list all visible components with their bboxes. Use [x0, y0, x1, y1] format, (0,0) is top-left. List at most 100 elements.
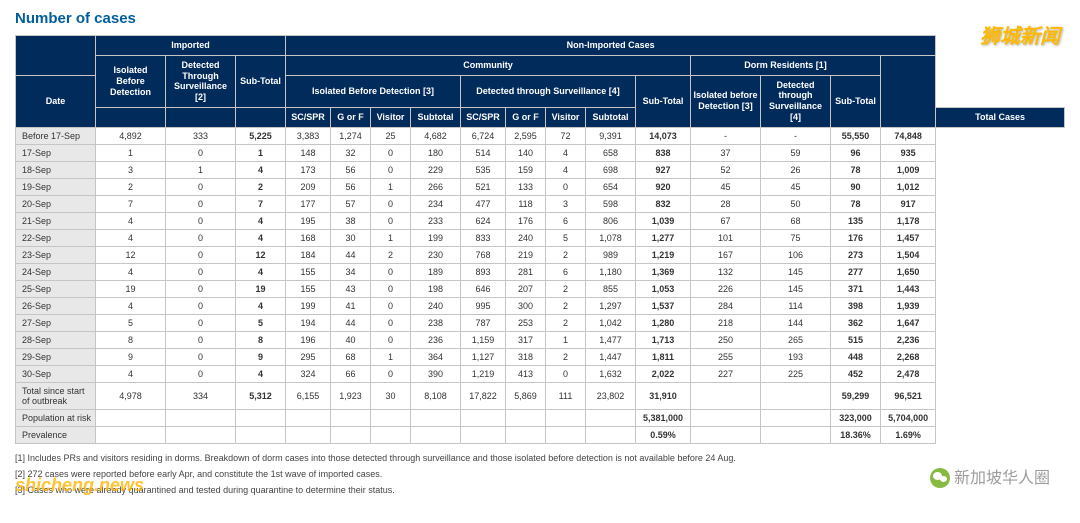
cell: 4	[236, 212, 286, 229]
cell: 226	[691, 280, 761, 297]
cell: 1,078	[586, 229, 636, 246]
cell: 198	[411, 280, 461, 297]
cell: 56	[331, 161, 371, 178]
cell: 2	[546, 348, 586, 365]
cell: 4	[236, 229, 286, 246]
watermark-top: 狮城新闻	[980, 20, 1060, 49]
cell: 12	[96, 246, 166, 263]
cell: 66	[331, 365, 371, 382]
cell: 398	[831, 297, 881, 314]
cell: 155	[286, 263, 331, 280]
cell: 159	[506, 161, 546, 178]
cell: 238	[411, 314, 461, 331]
cell: 45	[761, 178, 831, 195]
table-row: 27-Sep50519444023878725321,0421,28021814…	[16, 314, 1065, 331]
cell: 37	[691, 144, 761, 161]
cell	[96, 426, 166, 443]
cell: 281	[506, 263, 546, 280]
cell: 4	[96, 297, 166, 314]
cell	[286, 409, 331, 426]
cell: 167	[691, 246, 761, 263]
cell: 1,923	[331, 382, 371, 409]
cell: 50	[761, 195, 831, 212]
cell: 4	[96, 229, 166, 246]
cell: 57	[331, 195, 371, 212]
cell	[411, 409, 461, 426]
cell: 1,647	[881, 314, 936, 331]
cell: 5,869	[506, 382, 546, 409]
table-row: 26-Sep40419941024099530021,2971,53728411…	[16, 297, 1065, 314]
cell: 219	[506, 246, 546, 263]
cell: 29-Sep	[16, 348, 96, 365]
cell: 390	[411, 365, 461, 382]
cell: 43	[331, 280, 371, 297]
cell: 32	[331, 144, 371, 161]
cell: 832	[636, 195, 691, 212]
cell: 30-Sep	[16, 365, 96, 382]
cell: 0	[371, 263, 411, 280]
cell: 4	[96, 365, 166, 382]
cell: 9	[96, 348, 166, 365]
cell	[331, 409, 371, 426]
cell: 19	[96, 280, 166, 297]
cell: 236	[411, 331, 461, 348]
cell: 265	[761, 331, 831, 348]
cell: 240	[411, 297, 461, 314]
cell: 30	[331, 229, 371, 246]
cell	[761, 409, 831, 426]
cell: 111	[546, 382, 586, 409]
table-body: Before 17-Sep4,8923335,2253,3831,274254,…	[16, 127, 1065, 443]
cell: 4,978	[96, 382, 166, 409]
cell: 452	[831, 365, 881, 382]
cell: 0	[166, 314, 236, 331]
cell: 68	[761, 212, 831, 229]
cell: 0	[371, 280, 411, 297]
cell: 2,236	[881, 331, 936, 348]
cell: 90	[831, 178, 881, 195]
cell: 1,811	[636, 348, 691, 365]
cell: 133	[506, 178, 546, 195]
cell: 140	[506, 144, 546, 161]
cell: 218	[691, 314, 761, 331]
cell: 1	[166, 161, 236, 178]
cell: 0	[166, 246, 236, 263]
table-row: 23-Sep1201218444223076821929891,21916710…	[16, 246, 1065, 263]
cell: 0	[166, 365, 236, 382]
cell: 917	[881, 195, 936, 212]
cell: 989	[586, 246, 636, 263]
cell: 45	[691, 178, 761, 195]
cell: 0	[546, 365, 586, 382]
cell: 6	[546, 263, 586, 280]
cell: 144	[761, 314, 831, 331]
cell: 935	[881, 144, 936, 161]
cell	[461, 409, 506, 426]
cell: 145	[761, 280, 831, 297]
cell: 4	[546, 161, 586, 178]
table-row: 17-Sep1011483201805141404658838375996935	[16, 144, 1065, 161]
cell: 0	[166, 280, 236, 297]
cell: 0	[166, 297, 236, 314]
cell: 0.59%	[636, 426, 691, 443]
cell: 1,939	[881, 297, 936, 314]
cell: 19-Sep	[16, 178, 96, 195]
cell: 0	[371, 212, 411, 229]
cell: -	[761, 127, 831, 144]
cell: 6,724	[461, 127, 506, 144]
table-row: 25-Sep1901915543019864620728551,05322614…	[16, 280, 1065, 297]
cell: 176	[831, 229, 881, 246]
cell: 0	[371, 144, 411, 161]
table-row: 22-Sep40416830119983324051,0781,27710175…	[16, 229, 1065, 246]
cell: 1	[371, 229, 411, 246]
cell: 2	[546, 297, 586, 314]
cell: 0	[371, 331, 411, 348]
watermark-bottom-left: shicheng.news	[15, 475, 144, 496]
cell: 323,000	[831, 409, 881, 426]
cell: 189	[411, 263, 461, 280]
cell: 0	[166, 331, 236, 348]
cell	[166, 426, 236, 443]
cell: 56	[331, 178, 371, 195]
cell: 273	[831, 246, 881, 263]
cell: 68	[331, 348, 371, 365]
cell: 1,297	[586, 297, 636, 314]
cell	[546, 426, 586, 443]
